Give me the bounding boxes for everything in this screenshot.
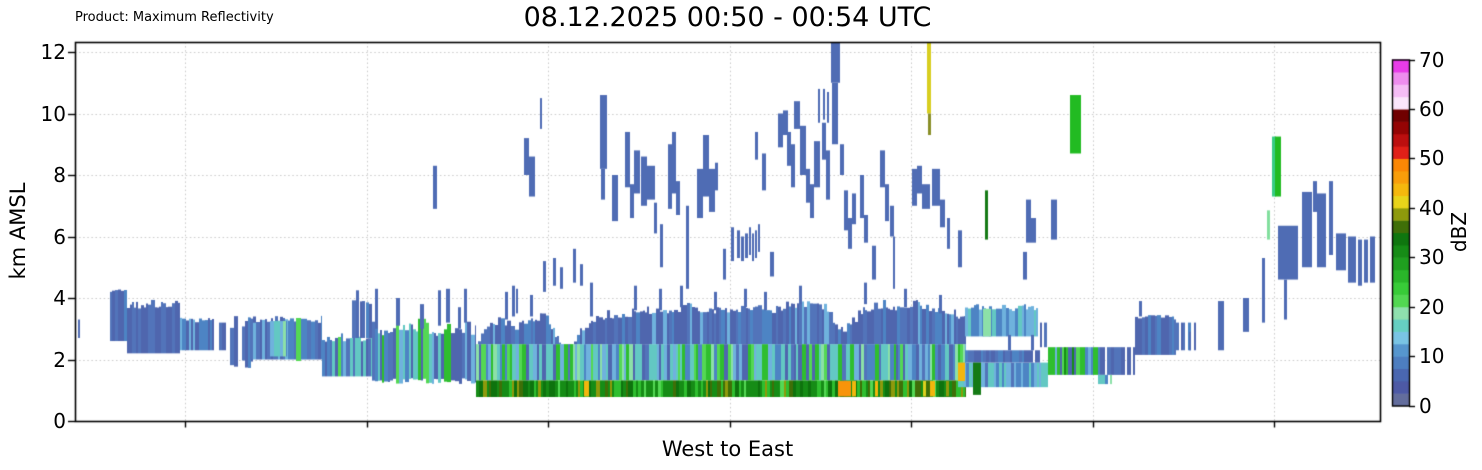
colorbar-tick-label: 30: [1419, 245, 1445, 270]
colorbar-label: dBZ: [1447, 211, 1471, 253]
y-tick-label: 12: [40, 40, 66, 64]
colorbar-tick-label: 10: [1419, 344, 1445, 369]
colorbar-tick-label: 50: [1419, 146, 1445, 171]
y-tick-label: 8: [53, 163, 66, 187]
colorbar-tick-label: 70: [1419, 47, 1445, 72]
y-tick-label: 10: [40, 101, 66, 126]
colorbar-tick-label: 0: [1419, 393, 1432, 418]
x-axis-label: West to East: [661, 437, 794, 461]
colorbar-tick-label: 60: [1419, 96, 1445, 121]
colorbar-tick-label: 20: [1419, 294, 1445, 319]
y-tick-label: 4: [53, 286, 66, 310]
colorbar-tick-label: 40: [1419, 195, 1445, 220]
y-tick-label: 6: [53, 224, 66, 249]
product-label: Product: Maximum Reflectivity: [75, 10, 274, 25]
y-tick-label: 0: [53, 409, 66, 433]
y-tick-label: 2: [53, 347, 66, 372]
plot-title: 08.12.2025 00:50 - 00:54 UTC: [523, 2, 932, 33]
